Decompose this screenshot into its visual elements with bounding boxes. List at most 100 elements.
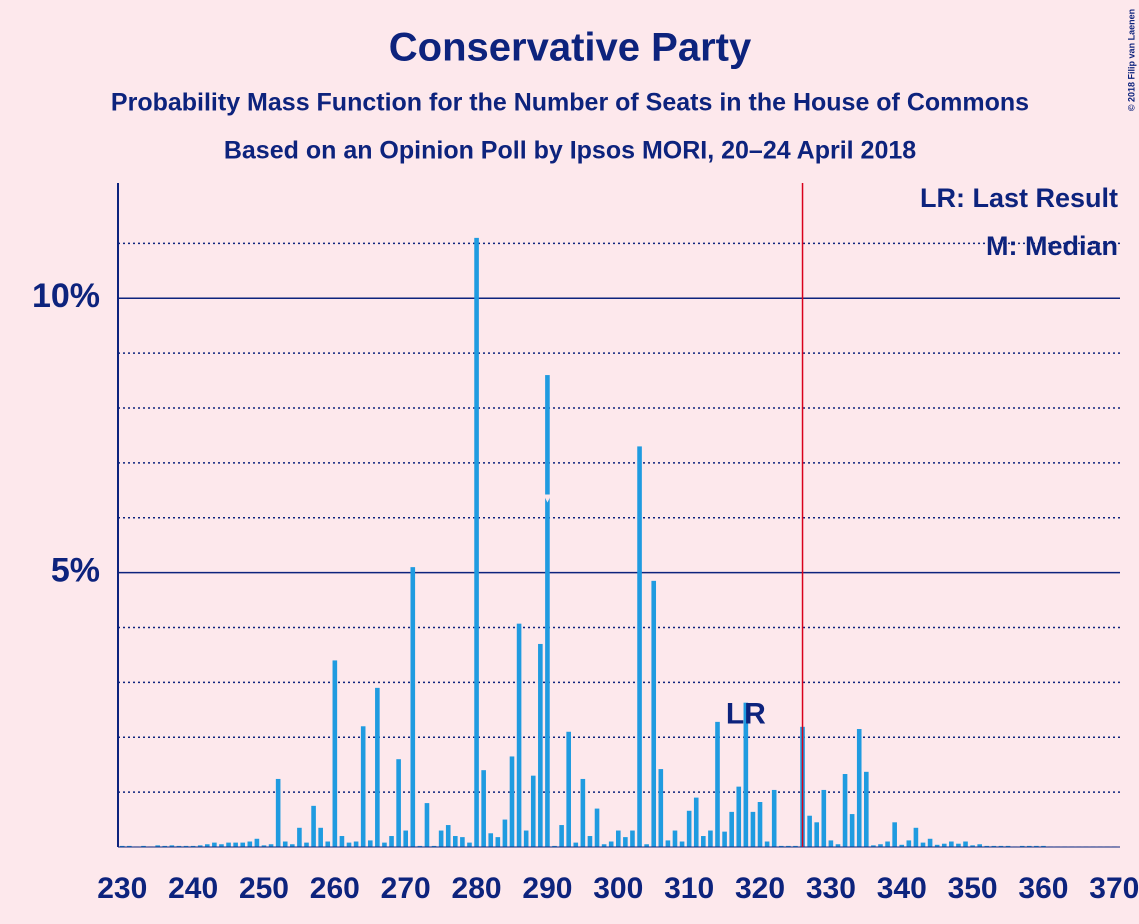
bar: [899, 844, 905, 847]
bar: [701, 836, 706, 847]
bar: [375, 687, 380, 847]
bar: [637, 446, 642, 847]
y-tick-label: 5%: [51, 552, 100, 590]
bar: [516, 623, 522, 847]
bar: [204, 844, 210, 847]
bar: [956, 843, 961, 847]
bar: [828, 840, 834, 847]
bar: [778, 845, 784, 847]
bar: [878, 844, 883, 847]
bar: [318, 827, 323, 847]
bar: [389, 836, 394, 847]
bar: [311, 805, 316, 847]
chart-subtitle: Based on an Opinion Poll by Ipsos MORI, …: [224, 137, 916, 165]
chart-title: Conservative Party: [389, 26, 752, 70]
x-tick-label: 290: [522, 872, 572, 905]
bar: [509, 756, 515, 847]
bar: [941, 843, 947, 847]
bar: [984, 845, 990, 847]
bar: [679, 841, 685, 847]
bar: [821, 789, 827, 847]
bar: [573, 842, 579, 847]
bar: [127, 845, 132, 847]
bar: [793, 845, 798, 847]
bar: [445, 825, 451, 847]
bar: [736, 786, 742, 847]
bar: [453, 836, 458, 847]
last-result-label: LR: [726, 698, 766, 731]
median-marker: [543, 494, 552, 503]
bar: [764, 841, 770, 847]
bar: [403, 830, 409, 847]
bar: [254, 838, 260, 847]
x-tick-label: 360: [1018, 872, 1068, 905]
bar: [197, 845, 203, 847]
bar: [183, 845, 189, 847]
bar: [559, 825, 564, 847]
bar: [623, 837, 628, 847]
bar: [290, 844, 295, 847]
bar: [360, 726, 366, 847]
bar: [771, 789, 777, 847]
x-tick-label: 370: [1089, 872, 1139, 905]
bar: [864, 771, 869, 847]
x-tick-label: 330: [806, 872, 856, 905]
bar: [424, 803, 430, 847]
bar: [275, 778, 281, 847]
bar: [240, 842, 246, 847]
bar: [226, 842, 231, 847]
x-tick-label: 320: [735, 872, 785, 905]
legend-entry: LR: Last Result: [920, 183, 1118, 213]
bar: [367, 840, 373, 847]
bar: [814, 822, 820, 847]
bar: [807, 815, 812, 847]
bar: [339, 836, 345, 847]
bar: [474, 237, 479, 847]
bar: [304, 842, 309, 847]
bar: [382, 842, 387, 847]
bar: [906, 840, 912, 847]
bar: [729, 811, 734, 847]
bar: [1005, 845, 1011, 847]
bar: [438, 830, 444, 847]
bar: [991, 845, 997, 847]
y-tick-label: 10%: [32, 277, 100, 315]
x-tick-label: 250: [239, 872, 289, 905]
bar: [651, 580, 657, 847]
bar: [665, 840, 671, 847]
bar: [169, 845, 175, 847]
x-tick-label: 280: [452, 872, 502, 905]
bar: [481, 770, 486, 847]
bar: [566, 731, 571, 847]
x-tick-label: 310: [664, 872, 714, 905]
bar: [467, 842, 472, 847]
bar: [615, 830, 621, 847]
bar: [693, 797, 699, 847]
bar: [502, 819, 508, 847]
bar: [141, 845, 146, 847]
bar: [970, 845, 975, 847]
bar: [849, 814, 855, 847]
bar: [233, 842, 238, 847]
x-tick-label: 340: [877, 872, 927, 905]
bar: [530, 775, 536, 847]
bar: [1041, 845, 1046, 847]
bar: [268, 844, 274, 847]
bar: [601, 844, 607, 847]
bar: [247, 841, 253, 847]
x-tick-label: 240: [168, 872, 218, 905]
bar: [786, 845, 791, 847]
bar: [708, 830, 713, 847]
bar: [346, 842, 352, 847]
bar: [545, 375, 550, 847]
bar: [1019, 845, 1025, 847]
bar: [871, 845, 876, 847]
bar: [580, 778, 586, 847]
bar: [998, 845, 1004, 847]
bar: [119, 845, 125, 847]
bar: [658, 769, 664, 847]
legend-entry: M: Median: [986, 231, 1118, 261]
bar: [552, 845, 557, 847]
bar: [1026, 845, 1032, 847]
